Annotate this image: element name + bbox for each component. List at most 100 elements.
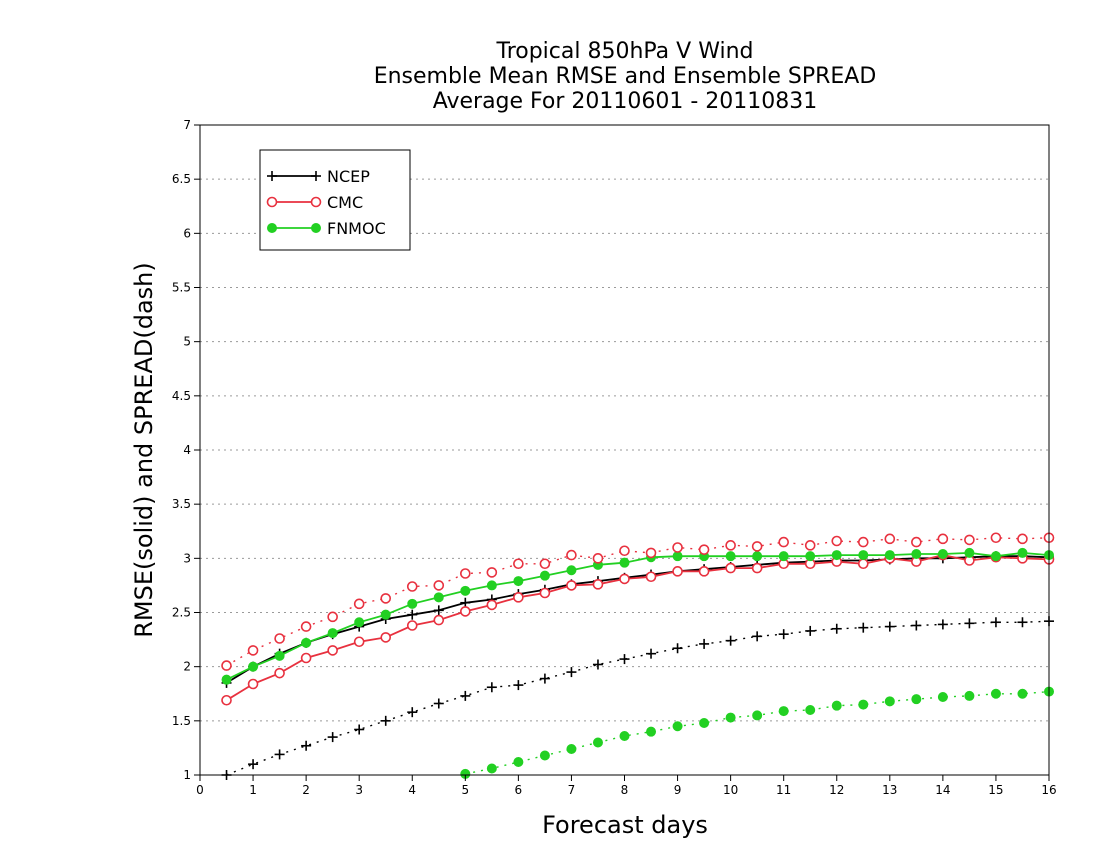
data-point bbox=[778, 536, 789, 548]
data-point bbox=[486, 599, 498, 611]
data-point bbox=[937, 533, 949, 545]
data-point bbox=[725, 551, 736, 562]
data-point bbox=[301, 637, 312, 648]
data-point bbox=[831, 700, 842, 711]
series-ncep-rmse bbox=[221, 551, 1054, 688]
data-point bbox=[619, 545, 630, 557]
data-point bbox=[513, 757, 524, 767]
data-point bbox=[964, 547, 975, 558]
data-point bbox=[751, 541, 763, 552]
x-tick-label: 0 bbox=[196, 783, 204, 797]
data-point bbox=[486, 567, 498, 578]
series-line bbox=[226, 551, 1050, 681]
y-tick-label: 3.5 bbox=[172, 497, 191, 511]
data-point bbox=[911, 694, 922, 705]
data-point bbox=[672, 566, 683, 577]
legend-item-ncep: NCEP bbox=[267, 167, 370, 186]
data-point bbox=[831, 550, 842, 561]
data-point bbox=[380, 632, 392, 643]
y-tick-label: 5.5 bbox=[172, 281, 191, 295]
data-point bbox=[247, 645, 259, 656]
title-line-2: Ensemble Mean RMSE and Ensemble SPREAD bbox=[374, 64, 877, 89]
data-point bbox=[699, 718, 710, 728]
y-tick-label: 3 bbox=[183, 551, 191, 565]
data-point bbox=[353, 598, 365, 610]
data-point bbox=[566, 744, 577, 754]
data-point bbox=[672, 542, 683, 553]
data-point bbox=[805, 625, 816, 636]
x-tick-label: 11 bbox=[776, 783, 791, 797]
data-point bbox=[407, 598, 418, 609]
data-point bbox=[592, 659, 603, 670]
y-tick-label: 7 bbox=[183, 118, 191, 132]
x-axis-label: Forecast days bbox=[542, 811, 708, 839]
data-point bbox=[407, 707, 418, 718]
data-point bbox=[327, 611, 338, 623]
data-point bbox=[858, 699, 869, 710]
data-point bbox=[858, 550, 869, 561]
data-point bbox=[566, 565, 577, 576]
data-point bbox=[725, 635, 736, 646]
data-point bbox=[566, 667, 577, 678]
series-cmc-spread bbox=[221, 532, 1055, 671]
data-point bbox=[1017, 688, 1028, 699]
data-point bbox=[937, 619, 948, 630]
data-point bbox=[407, 609, 418, 620]
data-point bbox=[592, 579, 604, 590]
data-point bbox=[221, 694, 232, 706]
data-point bbox=[884, 533, 896, 545]
data-point bbox=[990, 551, 1001, 562]
legend-item-cmc: CMC bbox=[266, 193, 363, 212]
data-point bbox=[805, 551, 816, 562]
y-tick-label: 6 bbox=[183, 226, 191, 240]
x-tick-label: 9 bbox=[674, 783, 682, 797]
y-tick-label: 6.5 bbox=[172, 172, 191, 186]
data-point bbox=[1017, 617, 1028, 628]
x-tick-label: 8 bbox=[621, 783, 629, 797]
x-tick-label: 13 bbox=[882, 783, 897, 797]
y-tick-label: 4 bbox=[183, 443, 191, 457]
data-point bbox=[911, 549, 922, 559]
data-point bbox=[1017, 547, 1028, 558]
data-point bbox=[486, 763, 497, 774]
data-point bbox=[619, 731, 630, 741]
data-point bbox=[460, 568, 471, 579]
data-point bbox=[221, 660, 232, 671]
data-point bbox=[804, 540, 816, 551]
data-point bbox=[433, 698, 444, 709]
data-point bbox=[619, 573, 630, 585]
data-point bbox=[752, 710, 763, 721]
data-point bbox=[990, 532, 1002, 544]
data-point bbox=[964, 534, 975, 546]
data-point bbox=[884, 696, 895, 707]
data-point bbox=[752, 551, 763, 562]
data-point bbox=[752, 631, 763, 642]
data-point bbox=[460, 606, 471, 617]
data-point bbox=[937, 692, 948, 702]
legend: NCEP CMC FNMOC bbox=[259, 149, 411, 251]
data-point bbox=[672, 551, 683, 562]
data-point bbox=[354, 724, 365, 735]
y-tick-label: 2 bbox=[183, 660, 191, 674]
data-point bbox=[247, 678, 259, 690]
legend-marker bbox=[266, 196, 278, 208]
series-line bbox=[465, 690, 1050, 775]
data-point bbox=[566, 549, 577, 561]
data-point bbox=[274, 667, 285, 679]
data-point bbox=[831, 623, 842, 634]
data-point bbox=[725, 562, 736, 574]
x-tick-label: 3 bbox=[355, 783, 363, 797]
data-point bbox=[911, 620, 922, 631]
data-point bbox=[884, 621, 895, 632]
data-point bbox=[857, 558, 869, 570]
data-point bbox=[327, 645, 338, 656]
data-point bbox=[725, 712, 736, 723]
data-point bbox=[672, 643, 683, 654]
data-point bbox=[406, 581, 418, 592]
data-point bbox=[964, 690, 975, 701]
legend-marker bbox=[311, 171, 321, 181]
x-tick-label: 2 bbox=[302, 783, 310, 797]
data-point bbox=[301, 740, 312, 751]
series-line bbox=[226, 537, 1050, 667]
